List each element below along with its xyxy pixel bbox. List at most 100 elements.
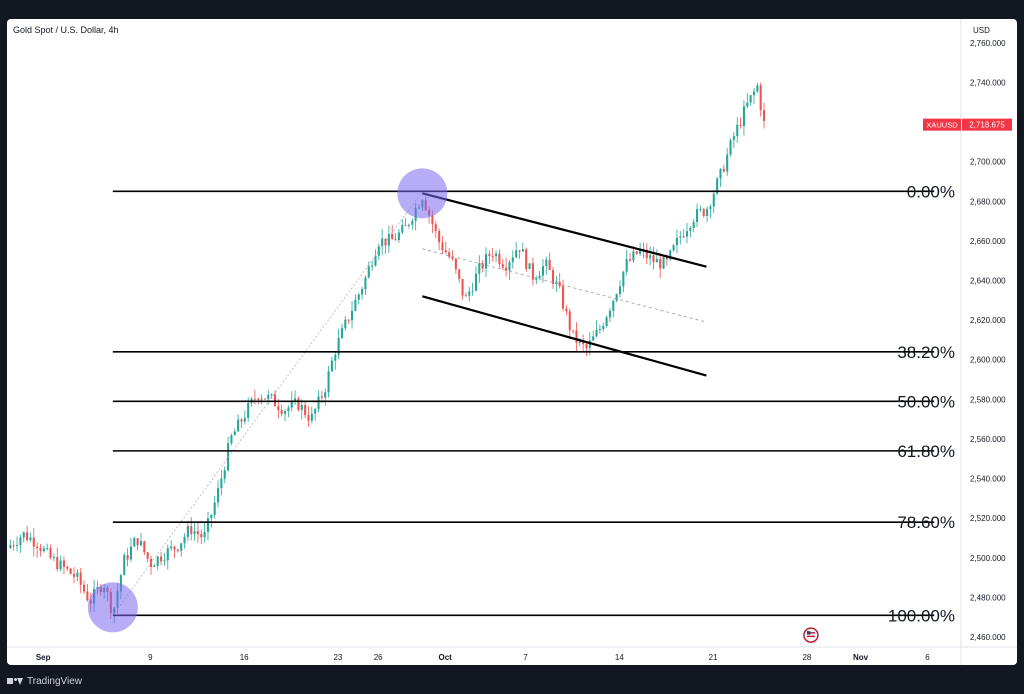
candle-body (220, 478, 223, 489)
candle-body (752, 91, 756, 96)
symbol-tag (923, 118, 961, 131)
us-flag-canton (806, 631, 811, 635)
y-tick-label: 2,740.000 (970, 78, 1006, 87)
candle-body (361, 289, 364, 295)
y-tick-label: 2,460.000 (970, 633, 1006, 642)
candle-body (213, 502, 216, 515)
candle-body (186, 526, 189, 537)
candle-body (491, 255, 494, 257)
candle-body (572, 330, 575, 332)
candle-body (592, 336, 595, 341)
candle-body (283, 411, 287, 414)
candle-body (665, 257, 668, 260)
candle-body (515, 250, 518, 258)
candle-body (685, 231, 689, 237)
candle-body (474, 273, 477, 291)
candle-body (69, 568, 72, 574)
last-price-label: 2,718.675 (969, 121, 1005, 130)
candle-body (344, 319, 347, 329)
candle-body (146, 552, 149, 559)
candle-body (327, 371, 330, 393)
candle-body (732, 136, 735, 140)
fib-level-label: 38.20% (897, 343, 955, 362)
y-tick-label: 2,700.000 (970, 158, 1006, 167)
candle-body (635, 251, 638, 254)
candle-body (448, 252, 451, 257)
candle-body (203, 531, 206, 538)
candle-body (652, 255, 655, 263)
candle-body (253, 398, 256, 400)
candle-body (32, 537, 35, 547)
candle-body (160, 556, 163, 562)
candle-body (193, 531, 196, 534)
candle-body (488, 254, 491, 256)
candle-body (227, 443, 230, 471)
candle-body (243, 417, 246, 422)
candle-body (153, 565, 156, 568)
channel-midline[interactable] (422, 248, 707, 323)
candle-body (756, 85, 759, 92)
price-chart[interactable]: 2,460.000 2,480.000 2,500.000 2,520.000 2,54… (7, 19, 1017, 665)
candle-body (42, 548, 45, 552)
candle-body (682, 236, 685, 238)
candle-body (562, 286, 565, 309)
candle-body (287, 407, 290, 412)
x-tick-label: 9 (148, 653, 153, 662)
candle-body (357, 294, 360, 300)
candle-body (541, 266, 544, 276)
chart-title: Gold Spot / U.S. Dollar, 4h (13, 25, 119, 35)
candle-body (350, 310, 354, 321)
candle-body (374, 255, 377, 266)
candle-body (129, 546, 132, 560)
candle-body (290, 400, 293, 408)
candle-body (86, 591, 89, 601)
candle-body (310, 413, 313, 421)
candle-body (508, 262, 511, 271)
candle-body (511, 257, 514, 263)
candle-body (726, 154, 729, 172)
candle-body (136, 538, 139, 546)
candle-body (273, 394, 277, 407)
fib-level-label: 100.00% (888, 606, 955, 625)
candle-body (434, 224, 437, 231)
candle-body (739, 124, 742, 127)
candle-body (719, 168, 722, 179)
candle-body (525, 249, 528, 269)
candle-body (699, 209, 702, 211)
candle-body (230, 435, 233, 444)
candle-body (431, 215, 434, 225)
candle-body (535, 278, 538, 280)
candle-body (237, 419, 240, 432)
last-price-tag (962, 118, 1012, 131)
candle-body (397, 232, 400, 240)
candle-body (46, 547, 49, 549)
candle-body (163, 560, 166, 562)
us-flag-event-icon[interactable] (803, 627, 819, 643)
candle-body (277, 406, 280, 410)
chart-frame: 2,460.000 2,480.000 2,500.000 2,520.000 2,54… (7, 19, 1017, 665)
candle-body (384, 238, 387, 246)
x-tick-label: 16 (240, 653, 249, 662)
candle-body (126, 555, 129, 560)
fib-level-label: 61.80% (897, 442, 955, 461)
channel-upper-line[interactable] (422, 192, 707, 268)
candle-body (478, 263, 481, 274)
tradingview-branding[interactable]: TradingView (7, 672, 82, 690)
y-tick-label: 2,660.000 (970, 237, 1006, 246)
x-tick-label: 21 (709, 653, 718, 662)
candle-body (139, 541, 143, 546)
candle-body (324, 392, 327, 398)
candle-body (354, 299, 357, 311)
candle-body (531, 263, 534, 280)
candle-body (294, 398, 297, 401)
candle-body (300, 404, 303, 410)
x-tick-label: 26 (374, 653, 383, 662)
candle-body (52, 557, 55, 559)
candle-body (716, 178, 719, 194)
candle-body (391, 234, 394, 240)
candle-body (62, 560, 65, 567)
y-tick-label: 2,760.000 (970, 39, 1006, 48)
channel-lower-line[interactable] (422, 295, 707, 377)
candle-body (83, 584, 86, 592)
candle-body (240, 419, 243, 422)
